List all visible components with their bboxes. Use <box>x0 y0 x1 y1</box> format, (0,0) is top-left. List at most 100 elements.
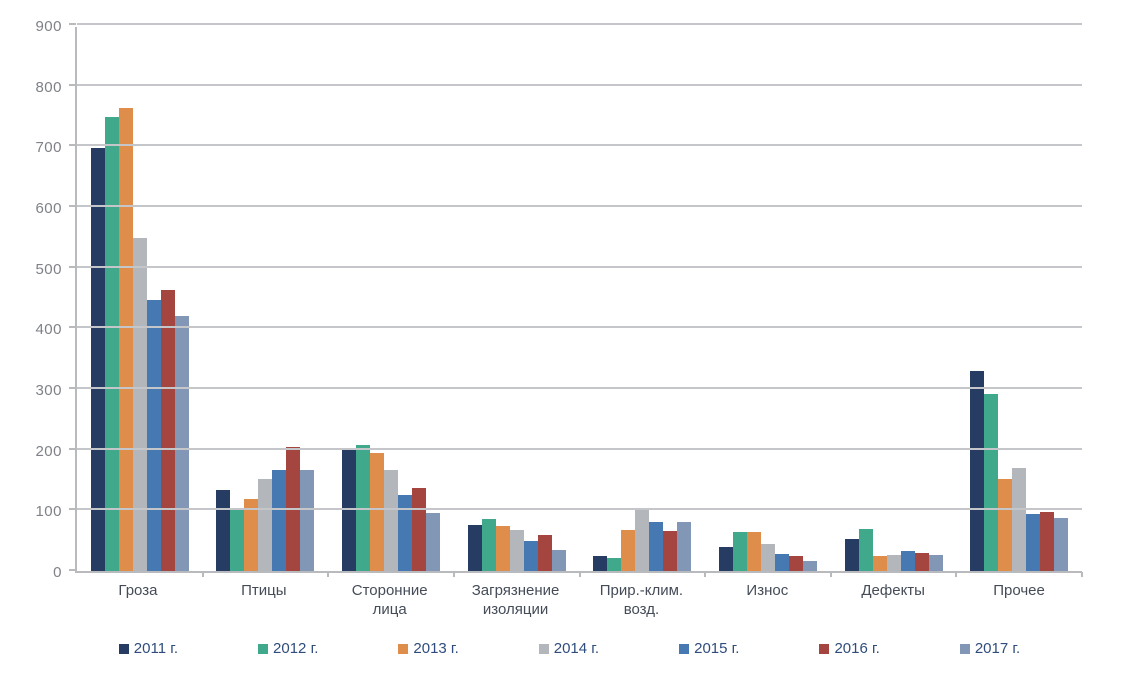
bar <box>649 521 664 571</box>
bar <box>174 315 189 571</box>
legend-color-swatch <box>959 643 970 654</box>
y-axis-labels: 0 100 200 300 400 500 600 700 800 900 <box>0 18 62 581</box>
x-axis-category-label: Прочее <box>993 582 1045 599</box>
x-axis-tick <box>452 572 455 577</box>
legend-label: 2011 г. <box>133 640 179 657</box>
bar <box>900 550 915 571</box>
bar-group <box>203 27 329 571</box>
y-axis-tick <box>69 326 76 329</box>
bar <box>244 499 259 571</box>
bar <box>551 549 566 571</box>
bar <box>844 538 859 571</box>
y-axis-tick <box>69 447 76 450</box>
x-axis-tick <box>829 572 832 577</box>
legend-color-swatch <box>679 643 690 654</box>
bar <box>523 541 538 571</box>
bar <box>718 546 733 571</box>
x-axis-category-label: Сторонние лица <box>351 582 428 618</box>
x-axis-tick <box>704 572 707 577</box>
bar <box>858 528 873 571</box>
bar <box>984 393 999 571</box>
legend-label: 2013 г. <box>413 640 459 657</box>
bar <box>872 556 887 571</box>
bar <box>998 479 1013 571</box>
bar <box>663 530 678 571</box>
bar-group <box>454 27 580 571</box>
bar-group <box>705 27 831 571</box>
y-axis-tick <box>69 83 76 86</box>
x-axis-tick <box>578 572 581 577</box>
bar <box>160 289 175 571</box>
bar <box>104 117 119 571</box>
bar <box>746 531 761 571</box>
bar <box>621 530 636 571</box>
legend: 2011 г. 2012 г. 2013 г. 2014 г. 2015 г. 2016 … <box>0 640 1139 657</box>
bar <box>774 554 789 571</box>
gridline <box>77 23 1082 25</box>
bar <box>384 470 399 571</box>
legend-item: 2012 г. <box>258 640 318 657</box>
bar <box>886 555 901 571</box>
bar <box>230 510 245 571</box>
bar <box>788 556 803 571</box>
x-axis-category-label: Дефекты <box>861 582 925 599</box>
x-axis-tick <box>1081 572 1083 577</box>
bar <box>593 555 608 571</box>
bar <box>914 552 929 571</box>
y-axis-tick-label: 700 <box>35 139 62 157</box>
y-axis-tick-label: 900 <box>35 18 62 35</box>
y-axis-tick-label: 200 <box>35 442 62 460</box>
gridline <box>77 326 1082 329</box>
bar-group <box>580 27 706 571</box>
bar-groups <box>77 27 1082 571</box>
gridline <box>77 83 1082 86</box>
bar <box>398 495 413 571</box>
bar <box>467 524 482 571</box>
legend-item: 2011 г. <box>118 640 179 657</box>
bar <box>90 148 105 571</box>
legend-color-swatch <box>819 643 830 654</box>
y-axis-tick <box>69 387 76 389</box>
legend-color-swatch <box>258 643 269 654</box>
bar-group <box>956 27 1082 571</box>
bar <box>412 487 427 571</box>
legend-item: 2016 г. <box>819 640 880 657</box>
y-axis-tick <box>69 569 76 571</box>
x-axis-tick <box>327 572 330 577</box>
legend-item: 2013 г. <box>398 640 459 657</box>
plot-area <box>69 23 1083 577</box>
bar-group <box>328 27 454 571</box>
bar <box>928 555 943 571</box>
bar <box>300 470 315 571</box>
y-axis-tick-label: 800 <box>35 78 62 96</box>
y-axis-tick-label: 0 <box>53 564 62 581</box>
x-axis-tick <box>955 572 958 577</box>
bar <box>677 521 692 571</box>
legend-label: 2012 г. <box>273 640 319 657</box>
x-axis-labels: Гроза Птицы Сторонние лица Загрязнение изол… <box>75 581 1082 619</box>
legend-color-swatch <box>118 643 129 654</box>
y-axis-tick <box>69 144 76 147</box>
bar <box>760 544 775 571</box>
bar-group <box>77 27 203 571</box>
y-axis-tick <box>69 265 76 268</box>
legend-label: 2014 г. <box>553 640 600 657</box>
gridline <box>77 387 1082 389</box>
x-axis-category-label: Гроза <box>118 582 158 599</box>
y-axis-tick-label: 500 <box>35 260 62 278</box>
bar <box>607 557 622 571</box>
bar <box>732 531 747 571</box>
y-axis-tick <box>69 508 76 511</box>
y-axis-tick-label: 100 <box>35 503 62 521</box>
y-axis-tick-label: 300 <box>35 382 62 399</box>
gridline <box>77 265 1082 268</box>
bar <box>216 490 231 571</box>
bar <box>272 470 287 571</box>
bar <box>537 534 552 571</box>
bar <box>1040 512 1055 571</box>
bar <box>132 237 147 571</box>
bar <box>1054 518 1069 571</box>
legend-color-swatch <box>538 643 549 654</box>
bar <box>495 526 510 571</box>
bar <box>481 519 496 571</box>
